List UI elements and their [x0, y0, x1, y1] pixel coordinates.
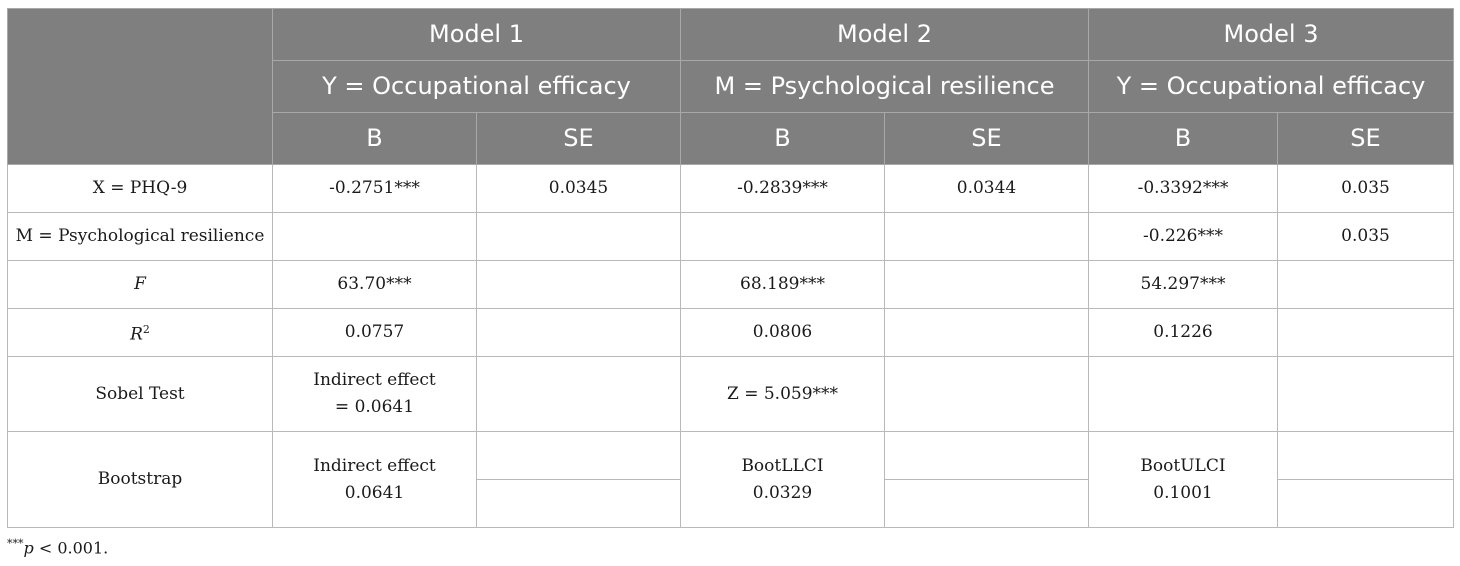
header-se-2: SE [884, 112, 1089, 165]
boot-m1-line2: 0.0641 [344, 482, 405, 503]
header-model-2: Model 2 [680, 8, 1089, 61]
boot-m3-line1: BootULCI [1140, 455, 1226, 476]
table-footnote: ***p < 0.001. [7, 537, 108, 557]
sobel-m1-line1: Indirect effect [313, 370, 436, 390]
cell-m3-se [1277, 308, 1454, 357]
cell-m1-b: 0.0757 [272, 308, 477, 357]
header-row-outcomes: Y = Occupational efficacy M = Psychologi… [8, 60, 1454, 113]
cell-m2-se: 0.0344 [884, 164, 1089, 213]
table-row-r2: R2 0.0757 0.0806 0.1226 [7, 308, 1454, 357]
row-label: X = PHQ-9 [7, 164, 273, 213]
r2-superscript: 2 [142, 323, 150, 337]
cell-m2-se [884, 356, 1089, 432]
table-row-x: X = PHQ-9 -0.2751*** 0.0345 -0.2839*** 0… [7, 164, 1454, 213]
cell-m3-b: 54.297*** [1088, 260, 1278, 309]
cell-m3-se-upper [1277, 431, 1454, 480]
cell-m3-b: -0.3392*** [1088, 164, 1278, 213]
cell-m2-se [884, 212, 1089, 261]
header-corner-cell [7, 8, 273, 165]
cell-m2-se [884, 308, 1089, 357]
row-label: R2 [7, 308, 273, 357]
table-row-m: M = Psychological resilience -0.226*** 0… [7, 212, 1454, 261]
cell-m3-se [1277, 260, 1454, 309]
footnote-text: < 0.001. [33, 538, 109, 558]
header-se-1: SE [476, 112, 681, 165]
header-b-2: B [680, 112, 885, 165]
table-row-bootstrap: Bootstrap Indirect effect 0.0641 BootLLC… [7, 431, 1454, 528]
cell-m1-b [272, 212, 477, 261]
table-row-sobel: Sobel Test Indirect effect = 0.0641 Z = … [7, 356, 1454, 432]
cell-m3-b: -0.226*** [1088, 212, 1278, 261]
table-row-bootstrap-lower [8, 479, 1454, 528]
header-se-3: SE [1277, 112, 1454, 165]
header-model-3: Model 3 [1088, 8, 1454, 61]
cell-m2-b: 68.189*** [680, 260, 885, 309]
cell-m2-se-lower [884, 479, 1089, 528]
header-b-3: B [1088, 112, 1278, 165]
header-row-models: Model 1 Model 2 Model 3 [7, 8, 1454, 165]
boot-m2-line2: 0.0329 [752, 482, 813, 503]
r2-base: R [130, 324, 143, 345]
boot-m3-line2: 0.1001 [1153, 482, 1213, 503]
cell-m2-se [884, 260, 1089, 309]
cell-m3-b [1088, 356, 1278, 432]
footnote-stars: *** [7, 537, 24, 550]
cell-m1-b: Indirect effect = 0.0641 [272, 356, 477, 432]
row-label: Bootstrap [7, 431, 273, 528]
row-label: F [7, 260, 273, 309]
boot-m1-line1: Indirect effect [313, 455, 436, 476]
cell-m2-b: -0.2839*** [680, 164, 885, 213]
regression-results-table: Model 1 Model 2 Model 3 Y = Occupational… [7, 8, 1454, 528]
cell-m1-se [476, 356, 681, 432]
table-row-f: F 63.70*** 68.189*** 54.297*** [7, 260, 1454, 309]
footnote-p: p [23, 538, 34, 558]
cell-m3-b: BootULCI 0.1001 [1088, 431, 1278, 528]
cell-m1-se [476, 260, 681, 309]
cell-m3-b: 0.1226 [1088, 308, 1278, 357]
boot-m2-line1: BootLLCI [741, 455, 824, 476]
cell-m2-se-upper [884, 431, 1089, 480]
cell-m1-b: Indirect effect 0.0641 [272, 431, 477, 528]
cell-m1-b: 63.70*** [272, 260, 477, 309]
cell-m1-b: -0.2751*** [272, 164, 477, 213]
row-label: M = Psychological resilience [7, 212, 273, 261]
cell-m3-se-lower [1277, 479, 1454, 528]
cell-m3-se [1277, 356, 1454, 432]
header-model-1: Model 1 [272, 8, 681, 61]
row-label: Sobel Test [7, 356, 273, 432]
cell-m2-b: Z = 5.059*** [680, 356, 885, 432]
cell-m2-b [680, 212, 885, 261]
header-b-1: B [272, 112, 477, 165]
header-outcome-3: Y = Occupational efficacy [1088, 60, 1454, 113]
cell-m1-se [476, 212, 681, 261]
cell-m1-se [476, 308, 681, 357]
cell-m2-b: 0.0806 [680, 308, 885, 357]
sobel-m1-line2: = 0.0641 [334, 397, 415, 417]
cell-m1-se: 0.0345 [476, 164, 681, 213]
cell-m1-se-upper [476, 431, 681, 480]
header-row-stats: B SE B SE B SE [8, 112, 1454, 165]
header-outcome-2: M = Psychological resilience [680, 60, 1089, 113]
cell-m3-se: 0.035 [1277, 164, 1454, 213]
cell-m3-se: 0.035 [1277, 212, 1454, 261]
header-outcome-1: Y = Occupational efficacy [272, 60, 681, 113]
cell-m2-b: BootLLCI 0.0329 [680, 431, 885, 528]
cell-m1-se-lower [476, 479, 681, 528]
